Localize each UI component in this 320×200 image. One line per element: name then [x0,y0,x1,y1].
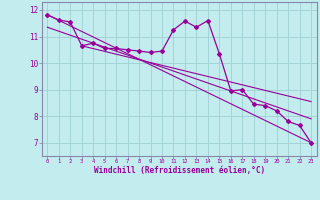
X-axis label: Windchill (Refroidissement éolien,°C): Windchill (Refroidissement éolien,°C) [94,166,265,175]
